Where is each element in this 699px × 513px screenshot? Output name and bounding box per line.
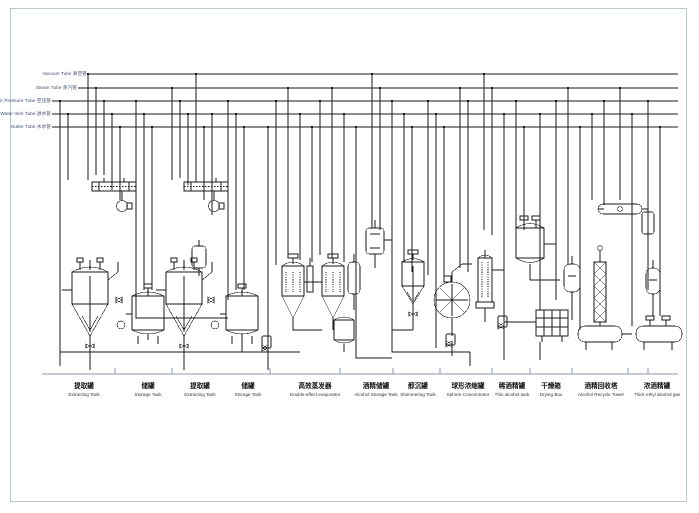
- header-label-vacuum: Vacuum Tube 真空管: [42, 71, 87, 76]
- storage-tank-2-unit: [210, 283, 259, 352]
- equipment-label-en: Storage Tank: [234, 392, 262, 397]
- equipment-label-cn: 酒精储罐: [362, 383, 390, 390]
- thin-alcohol-tank-unit: [515, 215, 581, 320]
- equipment-label-en: Sphere Concentrator: [446, 392, 490, 397]
- lower-process-lines: [59, 245, 661, 370]
- header-risers: [59, 74, 661, 355]
- equipment-label-alcohol-recycle-tower: 酒精回收塔 Alcohol Recycle Tower: [578, 382, 624, 398]
- equipment-label-en: Thin alcohol tank: [494, 392, 530, 397]
- alcohol-recycle-tower-unit: [577, 126, 648, 350]
- extracting-tank-2-unit: [156, 178, 229, 360]
- equipment-label-drying-box: 干燥箱 Drying Box: [540, 382, 562, 398]
- thick-alcohol-tank-unit: [635, 200, 683, 350]
- drying-box-unit: [497, 300, 569, 342]
- equipment-label-en: Thick ethyl alcohol gas: [633, 392, 681, 397]
- equipment-label-en: Shimmering Tank: [400, 392, 436, 397]
- alcohol-storage-tank-unit: [365, 220, 392, 268]
- equipment-label-alcohol-storage-tank: 酒精储罐 Alcohol Storage Tank: [354, 382, 397, 398]
- equipment-label-en: Alcohol Recycle Tower: [577, 392, 625, 397]
- equipment-label-en: Extracting Tank: [184, 392, 216, 397]
- equipment-label-en: Drying Box: [539, 392, 563, 397]
- equipment-label-thin-alcohol-tank: 稀酒精罐 Thin alcohol tank: [495, 382, 530, 398]
- double-effect-evaporator-unit: [261, 253, 361, 362]
- equipment-label-en: Extracting Tank: [68, 392, 100, 397]
- equipment-label-cn: 干燥箱: [541, 383, 561, 390]
- equipment-label-cn: 酒精回收塔: [584, 383, 618, 390]
- equipment-label-cn: 浓酒精罐: [643, 383, 671, 390]
- header-label-outlet: Outlet Tube 水水管: [10, 124, 51, 129]
- valve-symbols: [115, 296, 505, 352]
- equipment-label-thick-alcohol-tank: 浓酒精罐 Thick ethyl alcohol gas: [634, 382, 680, 398]
- extracting-tank-1-unit: [59, 178, 300, 360]
- diagram-frame: [10, 8, 687, 502]
- shimmer-tank-unit: [391, 249, 470, 353]
- header-junction-dots: [58, 72, 662, 129]
- equipment-label-cn: 储罐: [141, 383, 155, 390]
- equipment-label-en: Storage Tank: [134, 392, 162, 397]
- equipment-label-cn: 醇沉罐: [408, 383, 428, 390]
- equipment-label-cn: 储罐: [241, 383, 255, 390]
- equipment-label-extracting-tank-2: 提取罐 Extracting Tank: [184, 382, 215, 398]
- header-label-air-pressure: Air Pressure Tube 空压管: [0, 98, 51, 103]
- equipment-label-storage-tank-2: 储罐 Storage Tank: [235, 382, 262, 398]
- header-label-water-inlet: Water Inlet Tube 进水管: [0, 111, 51, 116]
- equipment-label-en: Alcohol Storage Tank: [354, 392, 398, 397]
- equipment-label-double-effect-evaporator: 高效蒸发器 Double-effect evaporator: [290, 382, 340, 398]
- equipment-label-storage-tank-1: 储罐 Storage Tank: [135, 382, 162, 398]
- equipment-label-cn: 球形浓缩罐: [451, 383, 485, 390]
- equipment-label-sphere-concentrator: 球形浓缩罐 Sphere Concentrator: [447, 382, 490, 398]
- equipment-label-cn: 提取罐: [74, 383, 94, 390]
- baseline-ticks: [114, 368, 649, 374]
- equipment-label-en: Double-effect evaporator: [289, 392, 341, 397]
- storage-tank-1-unit: [116, 283, 165, 344]
- equipment-label-shimmer-tank: 醇沉罐 Shimmering Tank: [400, 382, 435, 398]
- header-label-steam: Steam Tube 蒸汽管: [35, 85, 77, 90]
- equipment-label-cn: 稀酒精罐: [498, 383, 526, 390]
- equipment-label-cn: 提取罐: [190, 383, 210, 390]
- sphere-concentrator-unit: [433, 250, 504, 356]
- equipment-label-extracting-tank-1: 提取罐 Extracting Tank: [68, 382, 99, 398]
- equipment-label-cn: 高效蒸发器: [298, 383, 332, 390]
